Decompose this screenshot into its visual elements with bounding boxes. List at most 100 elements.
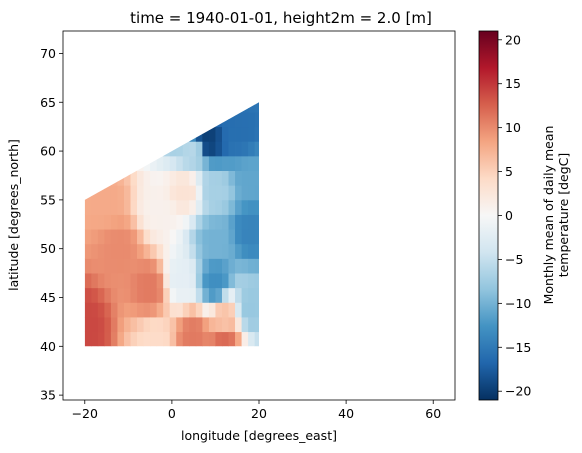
- heatmap-cell: [137, 331, 144, 347]
- x-tick-label: −20: [72, 406, 98, 421]
- heatmap-cell: [202, 170, 210, 186]
- heatmap-cell: [189, 199, 197, 215]
- heatmap-cell: [156, 214, 164, 230]
- heatmap-cell: [169, 170, 177, 186]
- heatmap-cell: [137, 199, 144, 215]
- heatmap-cell: [123, 229, 131, 245]
- heatmap-cell: [189, 214, 197, 230]
- heatmap-cell: [241, 229, 249, 245]
- heatmap-cell: [182, 302, 190, 318]
- heatmap-cell: [143, 258, 151, 274]
- heatmap-cell: [97, 287, 105, 303]
- heatmap-cell: [117, 273, 125, 289]
- heatmap-cell: [248, 273, 256, 289]
- heatmap-cell: [202, 302, 210, 318]
- x-axis: −20 0 20 40 60: [72, 400, 441, 421]
- heatmap-cell: [150, 199, 158, 215]
- heatmap-cell: [150, 185, 158, 201]
- heatmap-cell: [189, 302, 197, 318]
- heatmap-cell: [143, 229, 151, 245]
- heatmap-cell: [235, 258, 242, 274]
- heatmap-cell: [202, 126, 210, 142]
- heatmap-cell: [156, 199, 164, 215]
- y-tick-label: 65: [40, 95, 56, 110]
- heatmap-cell: [254, 229, 259, 245]
- heatmap-cell: [104, 199, 112, 215]
- heatmap-cell: [176, 214, 184, 230]
- heatmap-cell: [195, 155, 203, 171]
- heatmap-cell: [221, 287, 229, 303]
- heatmap-cell: [143, 214, 151, 230]
- heatmap-cell: [97, 302, 105, 318]
- heatmap-cell: [254, 199, 259, 215]
- heatmap-cell: [176, 243, 184, 259]
- heatmap-cell: [208, 302, 216, 318]
- heatmap-cell: [208, 185, 216, 201]
- heatmap-cell: [84, 229, 92, 245]
- heatmap-cell: [176, 141, 184, 157]
- plot-area: [62, 30, 456, 401]
- heatmap-cell: [221, 126, 229, 142]
- heatmap-cell: [241, 243, 249, 259]
- heatmap-cell: [248, 317, 256, 333]
- heatmap-cell: [182, 317, 190, 333]
- heatmap-cell: [254, 243, 259, 259]
- heatmap-cell: [143, 287, 151, 303]
- heatmap-cell: [182, 243, 190, 259]
- heatmap-cell: [182, 214, 190, 230]
- heatmap-cell: [248, 155, 256, 171]
- heatmap-cell: [215, 273, 223, 289]
- heatmap-cell: [182, 185, 190, 201]
- heatmap-cell: [97, 229, 105, 245]
- heatmap-cell: [130, 273, 138, 289]
- heatmap-cell: [248, 170, 256, 186]
- heatmap-cell: [208, 273, 216, 289]
- heatmap-cell: [241, 302, 249, 318]
- heatmap-cell: [254, 331, 259, 347]
- heatmap-cell: [137, 185, 144, 201]
- heatmap-cell: [189, 258, 197, 274]
- heatmap-cell: [235, 170, 242, 186]
- heatmap-cell: [97, 243, 105, 259]
- heatmap-cell: [143, 331, 151, 347]
- colorbar-tick-label: −10: [505, 296, 531, 311]
- heatmap-cell: [208, 170, 216, 186]
- heatmap-cell: [169, 243, 177, 259]
- heatmap-cell: [208, 331, 216, 347]
- heatmap-cell: [97, 273, 105, 289]
- heatmap-cell: [137, 243, 144, 259]
- heatmap-cell: [156, 185, 164, 201]
- x-tick-label: 20: [251, 406, 267, 421]
- heatmap-cell: [189, 229, 197, 245]
- heatmap-cell: [228, 317, 236, 333]
- heatmap-cell: [248, 102, 256, 113]
- heatmap-cell: [208, 229, 216, 245]
- x-tick-label: 60: [425, 406, 441, 421]
- heatmap-cell: [110, 287, 118, 303]
- heatmap-cell: [221, 214, 229, 230]
- heatmap-cell: [248, 112, 256, 128]
- heatmap-cell: [176, 302, 184, 318]
- colorbar-bar: [478, 30, 499, 401]
- heatmap-cell: [137, 258, 144, 274]
- heatmap-cell: [189, 141, 197, 157]
- heatmap-cell: [123, 185, 131, 201]
- heatmap-cell: [163, 155, 171, 171]
- heatmap-cell: [143, 317, 151, 333]
- heatmap-cell: [215, 155, 223, 171]
- heatmap-cell: [254, 112, 259, 128]
- heatmap-cell: [169, 258, 177, 274]
- heatmap-cell: [241, 112, 249, 128]
- heatmap-cell: [182, 331, 190, 347]
- heatmap-cell: [84, 243, 92, 259]
- y-tick-label: 55: [40, 192, 56, 207]
- heatmap-cell: [84, 287, 92, 303]
- heatmap-cell: [130, 170, 138, 186]
- heatmap-cell: [156, 258, 164, 274]
- heatmap-cell: [104, 273, 112, 289]
- heatmap-cell: [202, 273, 210, 289]
- heatmap-cell: [130, 317, 138, 333]
- heatmap-cell: [195, 302, 203, 318]
- heatmap-cell: [235, 199, 242, 215]
- heatmap-cell: [248, 287, 256, 303]
